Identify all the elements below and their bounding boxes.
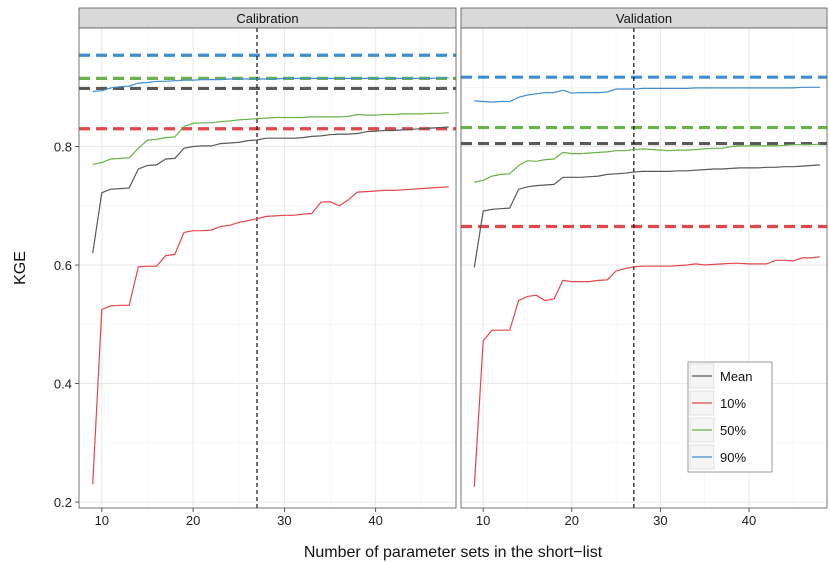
x-tick-label: 40	[742, 513, 756, 528]
series-line-p10	[92, 186, 449, 485]
calibration-gridlines	[79, 28, 456, 508]
x-tick-label: 20	[186, 513, 200, 528]
calibration-panel-border	[78, 27, 457, 509]
validation-panel-border	[460, 27, 828, 509]
legend-label-p10: 10%	[720, 396, 746, 411]
validation-series	[473, 86, 820, 487]
y-tick-label: 0.4	[54, 377, 72, 392]
legend-label-p50: 50%	[720, 423, 746, 438]
legend-label-p90: 90%	[720, 450, 746, 465]
legend-label-mean: Mean	[720, 369, 753, 384]
series-line-mean	[92, 126, 449, 254]
y-tick-label: 0.8	[54, 140, 72, 155]
x-tick-label: 40	[368, 513, 382, 528]
series-line-p50	[92, 112, 449, 165]
series-line-mean	[473, 164, 820, 268]
calibration-series	[92, 77, 449, 485]
calibration-strip-label: Calibration	[236, 11, 298, 26]
y-tick-label: 0.6	[54, 258, 72, 273]
x-axis-title: Number of parameter sets in the short−li…	[304, 544, 603, 561]
legend: Mean 10% 50% 90%	[687, 361, 773, 473]
x-tick-label: 30	[277, 513, 291, 528]
validation-strip-label: Validation	[616, 11, 672, 26]
validation-reference-lines	[461, 28, 827, 508]
calibration-x-axis: 10 20 30 40	[95, 508, 383, 528]
series-line-p10	[473, 256, 820, 487]
x-tick-label: 10	[95, 513, 109, 528]
y-axis-title: KGE	[12, 251, 29, 285]
calibration-panel: Calibration	[78, 7, 457, 509]
y-tick-label: 0.2	[54, 495, 72, 510]
x-tick-label: 20	[565, 513, 579, 528]
y-axis: 0.2 0.4 0.6 0.8	[54, 140, 79, 510]
x-tick-label: 30	[653, 513, 667, 528]
x-tick-label: 10	[476, 513, 490, 528]
series-line-p90	[92, 77, 449, 92]
validation-x-axis: 10 20 30 40	[476, 508, 756, 528]
series-line-p90	[474, 86, 820, 103]
series-line-p50	[474, 143, 820, 183]
